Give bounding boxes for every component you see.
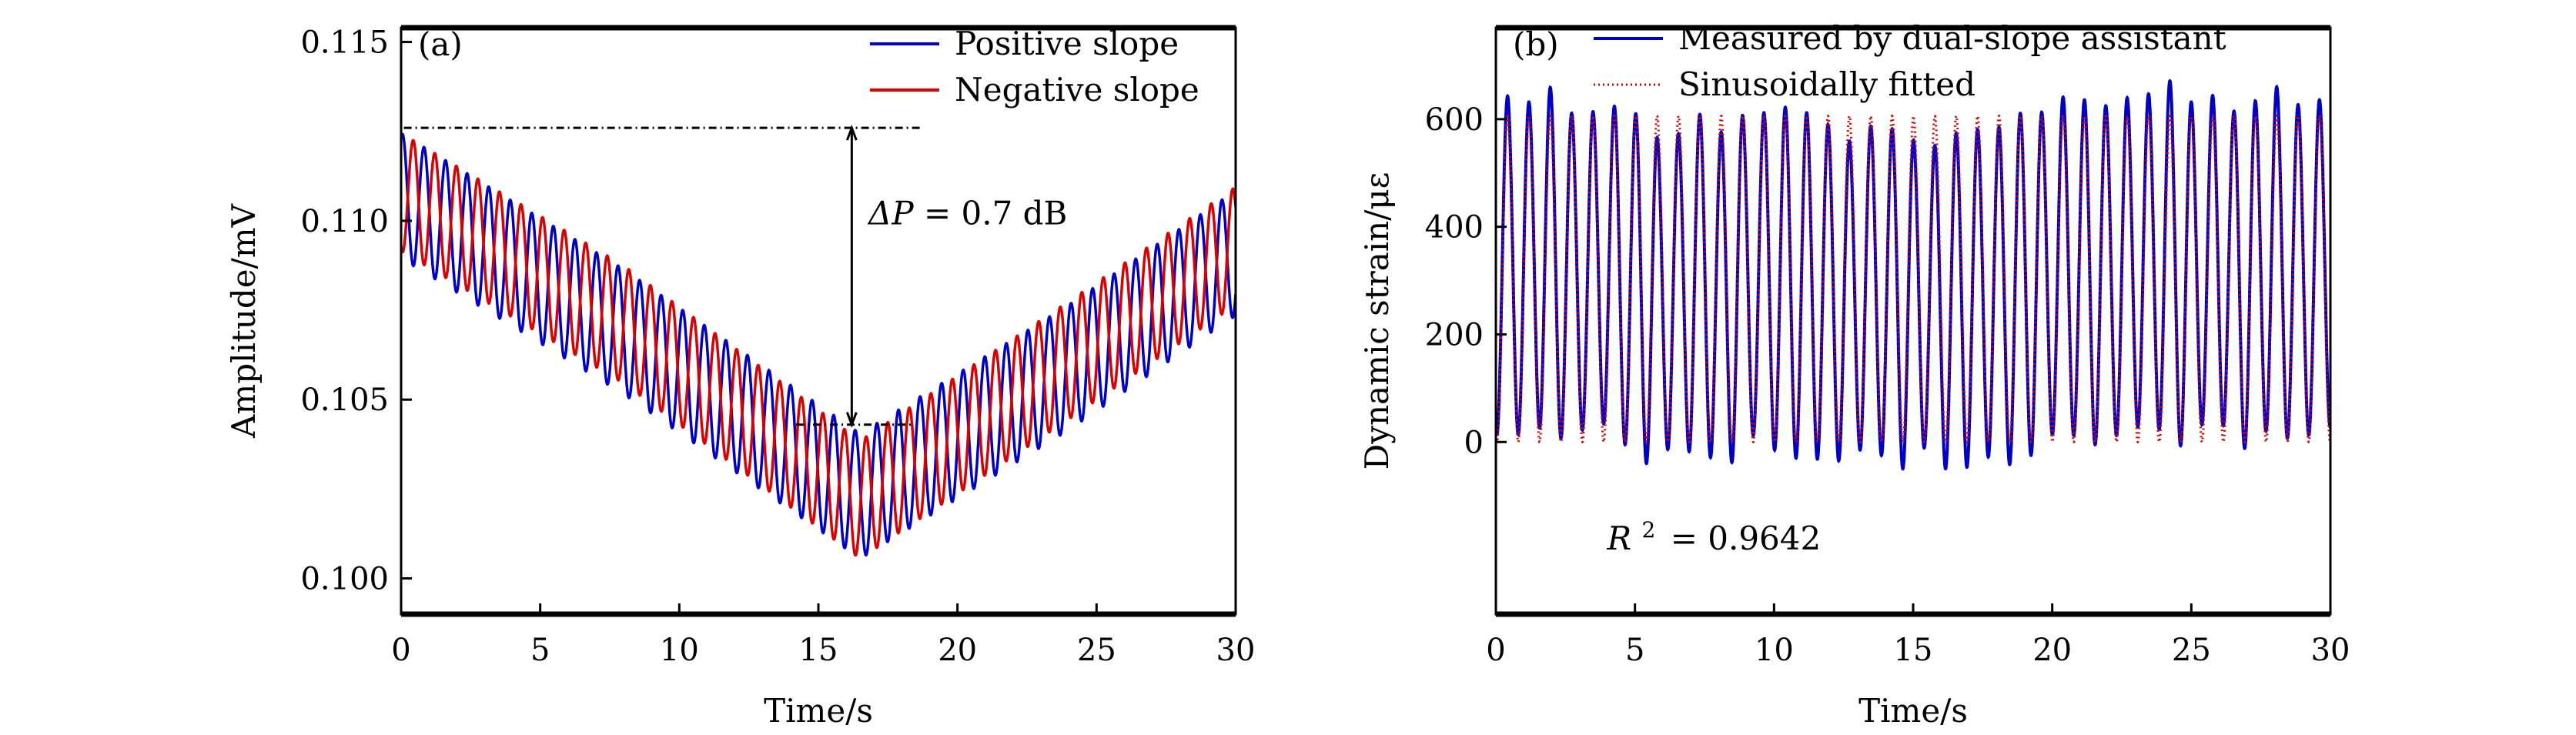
panel-a-legend: Positive slope Negative slope (870, 25, 1199, 109)
arrow-head-down-icon (845, 412, 858, 429)
x-tick-label: 20 (938, 633, 977, 668)
panel-b-ticks: 0 5 10 15 20 25 30 0 200 400 600 (1425, 25, 2350, 668)
panel-a-y-axis-title: Amplitude/mV (225, 203, 263, 439)
panel-b: 0 5 10 15 20 25 30 0 200 400 600 (b) Time/s Dynami… (1358, 19, 2350, 730)
legend-label-negative-slope: Negative slope (955, 71, 1199, 109)
panel-b-legend: Measured by dual-slope assistant Sinusoi… (1594, 19, 2226, 103)
panel-b-x-axis-title: Time/s (1858, 692, 1968, 730)
delta-p-value: = 0.7 dB (924, 195, 1067, 232)
panel-a: 0 5 10 15 20 25 30 0.100 0.105 0.110 0.115 (a) Tim… (225, 25, 1255, 730)
panel-a-ticks: 0 5 10 15 20 25 30 0.100 0.105 0.110 0.115 (300, 25, 1255, 668)
y-tick-label: 0.100 (300, 562, 389, 597)
panel-a-annotations: ΔP = 0.7 dB (403, 124, 1067, 429)
x-tick-label: 30 (1216, 633, 1256, 668)
x-tick-label: 25 (2172, 633, 2211, 668)
delta-p-symbol: ΔP (867, 195, 914, 232)
panel-b-plot-area (1496, 79, 2330, 471)
series-line-positive-slope (401, 132, 1236, 557)
series-line-negative-slope (401, 139, 1236, 557)
x-tick-label: 5 (1625, 633, 1644, 668)
delta-p-label: ΔP = 0.7 dB (867, 195, 1067, 232)
panel-a-label: (a) (418, 25, 463, 63)
x-tick-label: 15 (1894, 633, 1933, 668)
x-tick-label: 5 (530, 633, 550, 668)
panel-b-label: (b) (1513, 25, 1559, 63)
panel-a-plot-area (401, 132, 1236, 557)
x-tick-label: 0 (391, 633, 410, 668)
legend-label-fitted: Sinusoidally fitted (1678, 65, 1975, 103)
x-tick-label: 10 (1755, 633, 1794, 668)
x-tick-label: 30 (2311, 633, 2350, 668)
y-tick-label: 0 (1464, 425, 1484, 460)
panel-b-y-axis-title: Dynamic strain/με (1358, 172, 1396, 470)
r-squared-label: R 2 = 0.9642 (1607, 507, 1822, 557)
y-tick-label: 200 (1425, 317, 1484, 352)
panel-a-x-axis-title: Time/s (764, 692, 873, 730)
x-tick-label: 10 (660, 633, 699, 668)
x-tick-label: 0 (1486, 633, 1505, 668)
r-squared-symbol: R (1607, 520, 1632, 557)
y-tick-label: 0.105 (300, 383, 389, 418)
x-tick-label: 25 (1077, 633, 1116, 668)
x-tick-label: 20 (2032, 633, 2072, 668)
y-tick-label: 0.115 (300, 25, 389, 61)
y-tick-label: 400 (1425, 210, 1484, 246)
y-tick-label: 0.110 (300, 204, 389, 239)
r-squared-exponent: 2 (1642, 517, 1656, 543)
legend-label-measured: Measured by dual-slope assistant (1678, 19, 2226, 57)
r-squared-value: = 0.9642 (1671, 520, 1822, 557)
arrow-head-up-icon (845, 124, 858, 141)
y-tick-label: 600 (1425, 102, 1484, 138)
legend-label-positive-slope: Positive slope (955, 25, 1179, 62)
x-tick-label: 15 (799, 633, 838, 668)
